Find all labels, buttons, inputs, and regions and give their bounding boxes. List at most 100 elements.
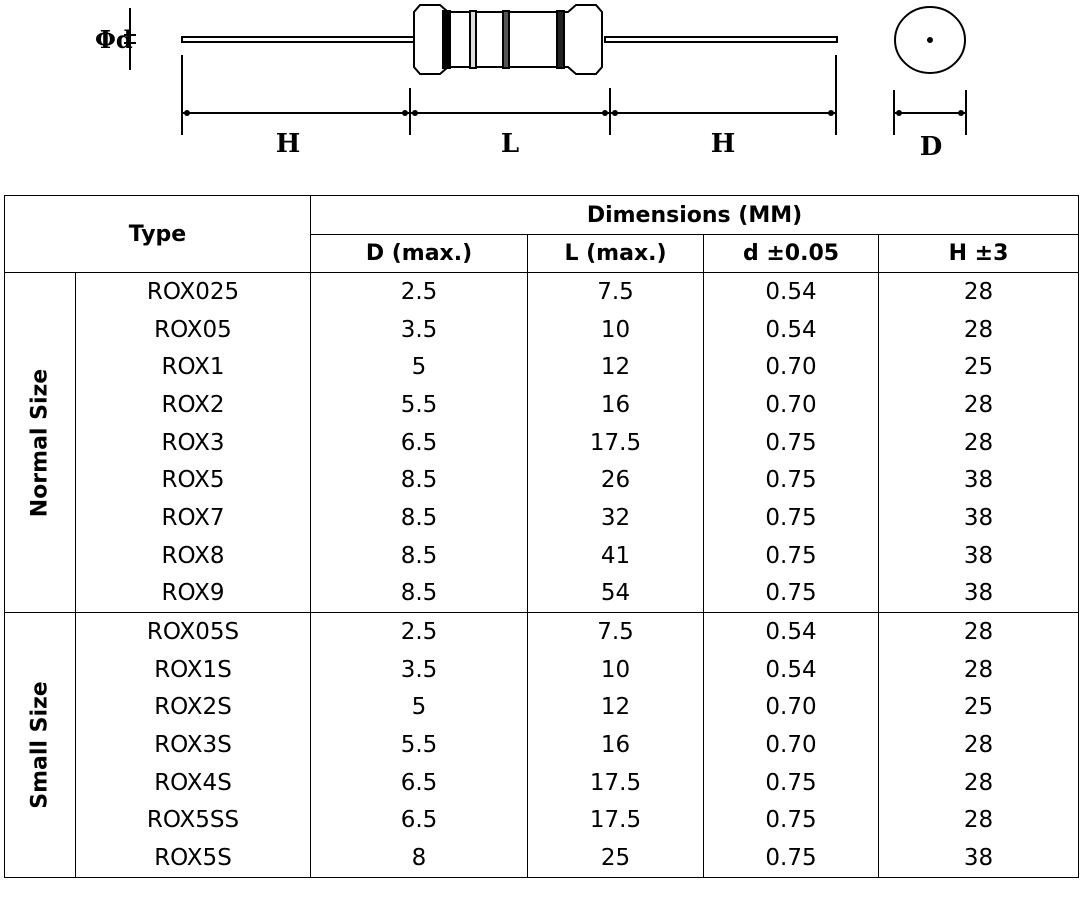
- label-h-left: H: [276, 129, 301, 159]
- type-cell: ROX05: [75, 310, 311, 349]
- value-cell: 0.54: [703, 612, 879, 651]
- value-cell: 0.75: [703, 499, 879, 537]
- color-band-2: [469, 10, 477, 69]
- value-cell: 38: [878, 839, 1079, 879]
- type-cell: ROX8: [75, 536, 311, 575]
- value-cell: 28: [878, 801, 1079, 840]
- type-cell: ROX4S: [75, 763, 311, 802]
- color-band-1: [442, 10, 451, 69]
- value-cell: 28: [878, 763, 1079, 802]
- value-cell: 0.54: [703, 650, 879, 689]
- type-cell: ROX2: [75, 386, 311, 424]
- value-cell: 28: [878, 612, 1079, 651]
- value-cell: 7.5: [527, 612, 704, 651]
- table-row: ROX05 3.5 10 0.54 28: [5, 310, 1079, 349]
- value-cell: 38: [878, 536, 1079, 575]
- table-row: ROX9 8.5 54 0.75 38: [5, 574, 1079, 614]
- value-cell: 12: [527, 688, 704, 727]
- value-cell: 28: [878, 650, 1079, 689]
- value-cell: 28: [878, 310, 1079, 349]
- end-view-circle: [894, 6, 966, 74]
- column-header: D (max.): [310, 234, 528, 273]
- label-h-right: H: [711, 129, 736, 159]
- value-cell: 17.5: [527, 801, 704, 840]
- value-cell: 8: [310, 839, 528, 879]
- group-label-cell: Normal Size: [4, 271, 76, 614]
- value-cell: 8.5: [310, 499, 528, 537]
- value-cell: 0.70: [703, 726, 879, 764]
- value-cell: 17.5: [527, 763, 704, 802]
- value-cell: 5.5: [310, 726, 528, 764]
- column-header: L (max.): [527, 234, 704, 273]
- value-cell: 16: [527, 726, 704, 764]
- value-cell: 38: [878, 499, 1079, 537]
- type-cell: ROX5SS: [75, 801, 311, 840]
- value-cell: 8.5: [310, 574, 528, 614]
- dimensions-table: Type Dimensions (MM) D (max.) L (max.) d…: [4, 195, 1079, 879]
- value-cell: 0.75: [703, 801, 879, 840]
- value-cell: 25: [527, 839, 704, 879]
- table-row: ROX1S 3.5 10 0.54 28: [5, 650, 1079, 689]
- value-cell: 0.54: [703, 272, 879, 311]
- table-row: Small Size ROX05S 2.5 7.5 0.54 28: [4, 612, 1079, 878]
- value-cell: 5: [310, 348, 528, 387]
- value-cell: 0.75: [703, 763, 879, 802]
- value-cell: 5: [310, 688, 528, 727]
- type-header: Type: [4, 195, 311, 273]
- group-label: Normal Size: [27, 368, 53, 517]
- type-cell: ROX5: [75, 461, 311, 500]
- type-cell: ROX1: [75, 348, 311, 387]
- value-cell: 38: [878, 461, 1079, 500]
- lead-left: [181, 36, 415, 43]
- value-cell: 28: [878, 726, 1079, 764]
- table-row: ROX2S 5 12 0.70 25: [5, 688, 1079, 727]
- value-cell: 12: [527, 348, 704, 387]
- value-cell: 0.54: [703, 310, 879, 349]
- type-cell: ROX025: [75, 272, 311, 311]
- table-row: ROX5SS 6.5 17.5 0.75 28: [5, 801, 1079, 840]
- value-cell: 10: [527, 310, 704, 349]
- value-cell: 16: [527, 386, 704, 424]
- table-row: ROX4S 6.5 17.5 0.75 28: [5, 763, 1079, 802]
- value-cell: 6.5: [310, 423, 528, 462]
- color-band-3: [502, 10, 510, 69]
- value-cell: 26: [527, 461, 704, 500]
- value-cell: 0.75: [703, 423, 879, 462]
- column-header: d ±0.05: [703, 234, 879, 273]
- value-cell: 3.5: [310, 310, 528, 349]
- table-row: ROX2 5.5 16 0.70 28: [5, 386, 1079, 424]
- column-header: H ±3: [878, 234, 1079, 273]
- type-cell: ROX1S: [75, 650, 311, 689]
- value-cell: 32: [527, 499, 704, 537]
- value-cell: 8.5: [310, 536, 528, 575]
- table-row: ROX5S 8 25 0.75 38: [5, 839, 1079, 879]
- group-label-cell: Small Size: [4, 612, 76, 878]
- value-cell: 17.5: [527, 423, 704, 462]
- value-cell: 0.70: [703, 688, 879, 727]
- type-cell: ROX5S: [75, 839, 311, 879]
- value-cell: 28: [878, 423, 1079, 462]
- type-cell: ROX7: [75, 499, 311, 537]
- color-band-4: [556, 10, 565, 69]
- value-cell: 28: [878, 272, 1079, 311]
- value-cell: 5.5: [310, 386, 528, 424]
- table-row: ROX8 8.5 41 0.75 38: [5, 536, 1079, 575]
- type-cell: ROX3S: [75, 726, 311, 764]
- value-cell: 25: [878, 348, 1079, 387]
- table-row: Normal Size ROX025 2.5 7.5 0.54 28: [4, 271, 1079, 614]
- table-row: ROX1 5 12 0.70 25: [5, 348, 1079, 387]
- table-row: ROX3S 5.5 16 0.70 28: [5, 726, 1079, 764]
- value-cell: 25: [878, 688, 1079, 727]
- value-cell: 7.5: [527, 272, 704, 311]
- value-cell: 2.5: [310, 612, 528, 651]
- value-cell: 41: [527, 536, 704, 575]
- value-cell: 3.5: [310, 650, 528, 689]
- value-cell: 38: [878, 574, 1079, 614]
- value-cell: 28: [878, 386, 1079, 424]
- value-cell: 0.75: [703, 839, 879, 879]
- value-cell: 6.5: [310, 801, 528, 840]
- type-cell: ROX2S: [75, 688, 311, 727]
- value-cell: 2.5: [310, 272, 528, 311]
- type-cell: ROX3: [75, 423, 311, 462]
- value-cell: 8.5: [310, 461, 528, 500]
